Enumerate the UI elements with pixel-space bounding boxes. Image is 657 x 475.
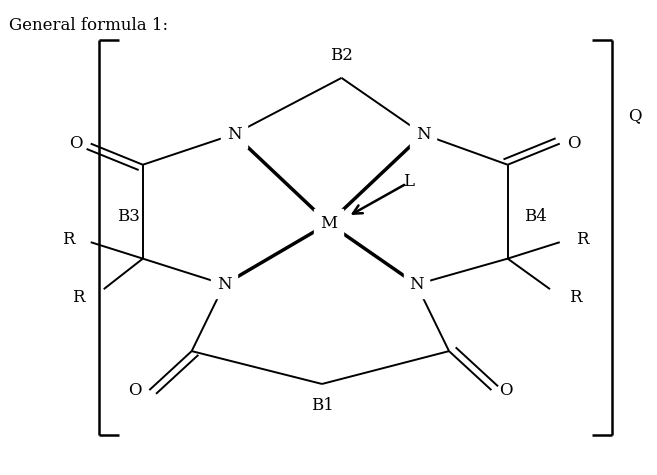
Text: R: R: [570, 289, 582, 306]
Text: L: L: [403, 173, 415, 190]
Text: O: O: [568, 135, 581, 152]
Text: Q: Q: [628, 107, 642, 124]
Text: M: M: [320, 215, 337, 232]
Text: N: N: [416, 126, 430, 142]
Text: N: N: [409, 276, 424, 293]
Text: B4: B4: [524, 208, 547, 225]
Text: O: O: [499, 381, 512, 399]
Text: N: N: [227, 126, 241, 142]
Text: R: R: [576, 231, 589, 248]
Text: General formula 1:: General formula 1:: [9, 17, 168, 34]
Text: B3: B3: [117, 208, 139, 225]
Text: O: O: [70, 135, 83, 152]
Text: R: R: [72, 289, 84, 306]
Text: R: R: [62, 231, 74, 248]
Text: B1: B1: [311, 397, 333, 414]
Text: B2: B2: [330, 47, 353, 64]
Text: O: O: [128, 381, 141, 399]
Text: N: N: [217, 276, 231, 293]
